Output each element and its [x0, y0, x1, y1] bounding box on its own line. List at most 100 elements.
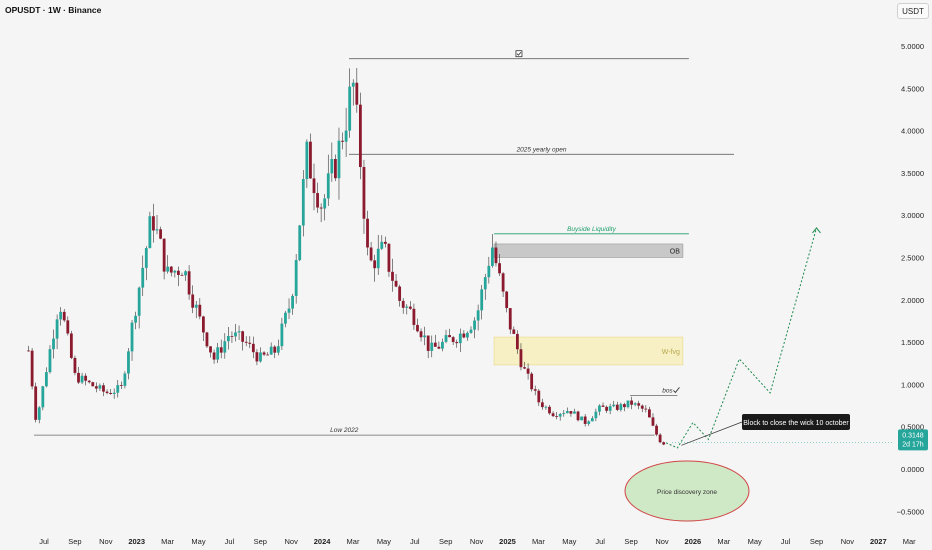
candle-body: [444, 335, 448, 342]
candle-body: [658, 434, 662, 443]
candle-body: [587, 421, 591, 424]
candle-body: [455, 342, 459, 344]
candle-body: [612, 404, 616, 407]
projection-path: [665, 227, 817, 449]
level-label: 2025 yearly open: [516, 146, 567, 153]
candle-body: [505, 291, 509, 309]
candle-body: [69, 333, 73, 358]
candle-body: [437, 346, 441, 349]
x-tick-label: Jul: [595, 537, 605, 546]
candle-body: [237, 331, 241, 333]
candle-body: [651, 417, 655, 426]
x-tick-label: Mar: [532, 537, 545, 546]
candle-body: [273, 346, 277, 353]
callout-text: Block to close the wick 10 october: [743, 420, 849, 427]
current-price-tag: [898, 429, 928, 451]
candle-body: [344, 130, 348, 142]
candle-body: [533, 389, 537, 391]
currency-button[interactable]: USDT: [897, 3, 929, 19]
candle-body: [530, 373, 534, 390]
candle-body: [537, 390, 541, 403]
candle-body: [259, 352, 262, 362]
candle-body: [366, 218, 369, 248]
candle-body: [558, 413, 562, 417]
candle-body: [662, 442, 666, 445]
x-tick-label: Sep: [439, 537, 452, 546]
candle-body: [141, 267, 145, 288]
x-tick-label: 2026: [685, 537, 702, 546]
candle-body: [201, 316, 205, 333]
candle-body: [540, 402, 544, 408]
candle-body: [66, 320, 70, 334]
candle-body: [123, 373, 127, 386]
x-tick-label: Mar: [717, 537, 730, 546]
candle-body: [398, 286, 402, 301]
candle-body: [230, 336, 234, 337]
current-price-countdown: 2d 17h: [902, 441, 924, 448]
candle-body: [583, 416, 587, 424]
candle-body: [44, 372, 48, 387]
candle-body: [155, 229, 159, 231]
current-price-value: 0.3148: [902, 432, 924, 439]
x-tick-label: 2027: [870, 537, 887, 546]
candle-body: [569, 411, 573, 414]
candles-layer: [27, 68, 666, 446]
y-tick-label: −0.5000: [897, 507, 924, 516]
candle-body: [109, 392, 113, 394]
candle-body: [565, 411, 569, 414]
x-tick-label: Jul: [410, 537, 420, 546]
level-label: Buyside Liquidity: [567, 226, 617, 233]
candle-body: [391, 271, 394, 281]
candle-body: [512, 329, 516, 334]
candle-body: [84, 375, 88, 381]
candle-body: [127, 351, 130, 374]
candle-body: [544, 406, 548, 408]
x-tick-label: Mar: [903, 537, 916, 546]
callout-leader: [681, 421, 743, 446]
candle-body: [337, 140, 341, 179]
zone-w-fvg: [493, 336, 684, 366]
candle-body: [387, 243, 391, 272]
candle-body: [605, 406, 608, 411]
candle-body: [191, 294, 195, 308]
candle-body: [405, 306, 409, 308]
axes-layer: 5.0000 4.5000 4.0000 3.5000 3.0000 2.5000 2.00…: [39, 42, 928, 546]
candle-body: [94, 386, 98, 389]
checkmark-icon: [673, 387, 680, 394]
candle-body: [640, 405, 644, 409]
candle-body: [194, 304, 198, 308]
candle-body: [619, 404, 623, 410]
candle-body: [355, 82, 359, 105]
candle-body: [330, 158, 334, 174]
candle-body: [301, 179, 305, 226]
candle-body: [87, 380, 91, 383]
y-tick-label: 5.0000: [901, 42, 924, 51]
candle-body: [358, 104, 362, 167]
callout-box: [742, 414, 850, 430]
candle-body: [105, 391, 109, 393]
candle-body: [633, 403, 637, 405]
candle-body: [280, 323, 284, 347]
candle-body: [466, 332, 469, 338]
candle-body: [341, 140, 344, 142]
checkbox-icon: [515, 50, 523, 58]
candle-body: [562, 413, 566, 414]
candle-body: [244, 341, 248, 343]
candle-body: [287, 308, 291, 313]
y-tick-label: 0.5000: [901, 423, 924, 432]
candle-body: [480, 289, 484, 311]
candle-body: [491, 247, 494, 266]
candle-body: [551, 413, 555, 417]
candle-body: [309, 141, 312, 179]
candle-body: [234, 332, 237, 337]
candle-body: [469, 329, 473, 333]
y-tick-label: 4.5000: [901, 84, 924, 93]
candle-body: [119, 385, 123, 386]
candle-body: [590, 418, 594, 422]
x-tick-label: Sep: [254, 537, 267, 546]
candle-body: [476, 310, 480, 321]
candle-body: [598, 405, 601, 412]
x-tick-label: Jul: [781, 537, 791, 546]
candle-body: [37, 407, 41, 420]
